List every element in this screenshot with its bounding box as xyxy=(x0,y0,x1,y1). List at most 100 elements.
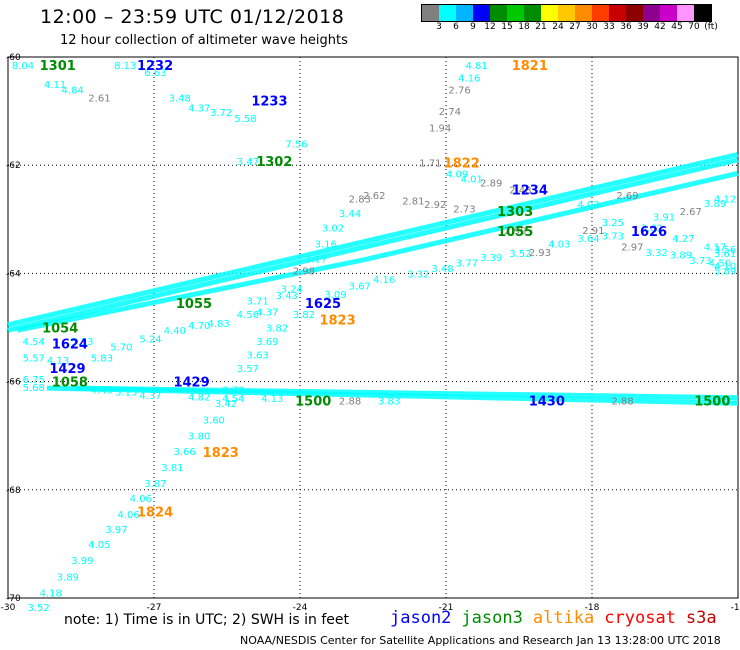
swh-value-label: 3.44 xyxy=(339,209,361,220)
pass-time-label: 1058 xyxy=(52,376,88,391)
swh-value-label: 2.97 xyxy=(621,242,643,253)
colorbar-label: 27 xyxy=(569,22,581,32)
swh-value-label: 3.64 xyxy=(577,234,599,245)
swh-value-label: 3.32 xyxy=(646,248,668,259)
swh-colorbar xyxy=(421,4,712,22)
pass-time-label: 1430 xyxy=(529,395,565,410)
swh-value-label: 2.76 xyxy=(448,85,470,96)
colorbar-swatch xyxy=(592,5,609,21)
swh-value-label: 2.74 xyxy=(439,107,461,118)
x-tick-label: -30 xyxy=(1,603,16,613)
swh-value-label: 5.24 xyxy=(139,334,161,345)
swh-value-label: 4.43 xyxy=(91,386,113,397)
colorbar-swatch xyxy=(439,5,456,21)
pass-time-label: 1823 xyxy=(319,313,355,328)
swh-value-label: 5.57 xyxy=(23,353,45,364)
swh-value-label: 4.05 xyxy=(88,540,110,551)
swh-value-label: 3.80 xyxy=(188,432,210,443)
swh-value-label: 3.69 xyxy=(256,337,278,348)
pass-time-label: 1429 xyxy=(49,362,85,377)
swh-value-label: 3.02 xyxy=(641,223,663,234)
swh-value-label: 4.27 xyxy=(672,234,694,245)
swh-value-label: 3.66 xyxy=(173,447,195,458)
swh-value-label: 4.70 xyxy=(188,321,210,332)
x-tick-label: -27 xyxy=(147,603,162,613)
colorbar-label: 9 xyxy=(470,22,476,32)
swh-value-label: 4.55 xyxy=(714,395,736,406)
swh-value-label: 4.81 xyxy=(465,61,487,72)
pass-time-label: 1624 xyxy=(52,338,88,353)
swh-value-label: 3.09 xyxy=(324,290,346,301)
swh-value-label: 3.89 xyxy=(57,572,79,583)
swh-value-label: 5.15 xyxy=(115,387,137,398)
swh-value-label: 3.73 xyxy=(689,256,711,267)
colorbar-label: 45 xyxy=(671,22,683,32)
swh-value-label: 4.12 xyxy=(714,195,736,206)
swh-value-label: 2.88 xyxy=(339,397,361,408)
swh-value-label: 4.82 xyxy=(188,393,210,404)
colorbar-swatch xyxy=(507,5,524,21)
swh-value-label: 3.91 xyxy=(653,213,675,224)
swh-value-label: 3.81 xyxy=(161,463,183,474)
swh-value-label: 1.71 xyxy=(419,158,441,169)
swh-value-label: 2.73 xyxy=(453,204,475,215)
legend-cryosat: cryosat xyxy=(604,608,676,628)
swh-value-label: 3.87 xyxy=(144,479,166,490)
swh-value-label: 3.56 xyxy=(714,245,736,256)
y-tick-label: -66 xyxy=(6,378,21,388)
ground-track xyxy=(17,170,739,333)
swh-value-label: 4.37 xyxy=(188,103,210,114)
pass-time-label: 1234 xyxy=(512,184,548,199)
swh-value-label: 3.02 xyxy=(322,223,344,234)
swh-value-label: 3.25 xyxy=(602,218,624,229)
colorbar-label: (ft) xyxy=(704,22,718,32)
ground-track xyxy=(46,385,739,406)
swh-value-label: 3.48 xyxy=(169,94,191,105)
swh-value-label: 2.62 xyxy=(363,191,385,202)
swh-value-label: 4.17 xyxy=(704,242,726,253)
swh-value-label: 3.89 xyxy=(670,250,692,261)
swh-value-label: 3.99 xyxy=(71,556,93,567)
swh-value-label: 3.57 xyxy=(237,364,259,375)
colorbar-swatch xyxy=(473,5,490,21)
credit-line: NOAA/NESDIS Center for Satellite Applica… xyxy=(240,634,721,647)
pass-time-label: 1301 xyxy=(40,59,76,74)
swh-value-label: 2.98 xyxy=(293,267,315,278)
swh-value-label: 6.75 xyxy=(23,375,45,386)
swh-value-label: 7.56 xyxy=(285,140,307,151)
swh-value-label: 4.54 xyxy=(222,394,244,405)
swh-value-label: 5.83 xyxy=(91,353,113,364)
swh-value-label: 3.60 xyxy=(203,415,225,426)
y-tick-label: -68 xyxy=(6,486,21,496)
pass-time-label: 1303 xyxy=(497,205,533,220)
pass-time-label: 1232 xyxy=(137,59,173,74)
swh-value-label: 3.48 xyxy=(431,264,453,275)
swh-value-label: 2.67 xyxy=(680,207,702,218)
swh-value-label: 2.92 xyxy=(424,200,446,211)
swh-value-label: 1.94 xyxy=(429,123,451,134)
swh-value-label: 3.72 xyxy=(222,386,244,397)
y-tick-label: -62 xyxy=(6,161,21,171)
swh-value-label: 3.83 xyxy=(378,397,400,408)
swh-value-label: 4.40 xyxy=(164,326,186,337)
swh-value-label: 4.01 xyxy=(461,175,483,186)
pass-time-label: 1500 xyxy=(295,395,331,410)
pass-time-label: 1626 xyxy=(631,225,667,240)
ground-track xyxy=(7,157,739,333)
swh-value-label: 3.43 xyxy=(276,291,298,302)
swh-value-label: 4.06 xyxy=(118,510,140,521)
x-tick-label: -18 xyxy=(585,603,600,613)
swh-value-label: 2.93 xyxy=(529,248,551,259)
swh-value-label: 2.88 xyxy=(611,397,633,408)
colorbar-swatch xyxy=(456,5,473,21)
swh-value-label: 4.13 xyxy=(261,394,283,405)
swh-value-label: 2.89 xyxy=(480,179,502,190)
swh-value-label: 3.17 xyxy=(305,254,327,265)
pass-time-label: 1055 xyxy=(176,297,212,312)
colorbar-label: 18 xyxy=(518,22,530,32)
colorbar-swatch xyxy=(490,5,507,21)
swh-value-label: 3.89 xyxy=(704,199,726,210)
pass-time-label: 1429 xyxy=(173,376,209,391)
swh-value-label: 3.39 xyxy=(480,253,502,264)
